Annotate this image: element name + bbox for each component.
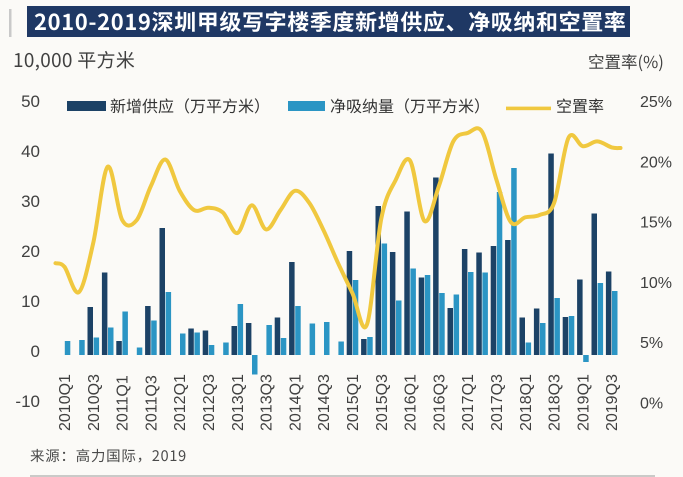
svg-text:-10: -10 xyxy=(15,392,40,411)
svg-text:2014Q1: 2014Q1 xyxy=(287,374,304,431)
svg-text:2012Q1: 2012Q1 xyxy=(172,374,189,431)
svg-text:2019Q3: 2019Q3 xyxy=(604,374,621,431)
svg-text:2017Q1: 2017Q1 xyxy=(460,374,477,431)
svg-text:2015Q1: 2015Q1 xyxy=(345,374,362,431)
svg-text:2011Q3: 2011Q3 xyxy=(143,375,160,431)
svg-text:2017Q3: 2017Q3 xyxy=(489,374,506,431)
svg-text:0: 0 xyxy=(31,342,40,361)
svg-text:2018Q3: 2018Q3 xyxy=(547,374,564,431)
svg-text:20: 20 xyxy=(21,242,40,261)
svg-text:2010Q1: 2010Q1 xyxy=(57,374,74,431)
svg-text:2013Q1: 2013Q1 xyxy=(230,374,247,431)
svg-text:2018Q1: 2018Q1 xyxy=(518,374,535,431)
svg-text:50: 50 xyxy=(21,92,40,111)
svg-text:2014Q3: 2014Q3 xyxy=(316,374,333,431)
svg-text:25%: 25% xyxy=(640,94,672,111)
svg-text:2012Q3: 2012Q3 xyxy=(201,374,218,431)
svg-text:0%: 0% xyxy=(640,396,663,413)
svg-text:20%: 20% xyxy=(640,154,672,171)
svg-text:2015Q3: 2015Q3 xyxy=(374,374,391,431)
svg-text:15%: 15% xyxy=(640,215,672,232)
svg-text:10%: 10% xyxy=(640,275,672,292)
svg-text:10: 10 xyxy=(21,292,40,311)
svg-text:2011Q1: 2011Q1 xyxy=(115,375,132,431)
svg-text:2013Q3: 2013Q3 xyxy=(259,374,276,431)
svg-text:2019Q1: 2019Q1 xyxy=(575,374,592,431)
svg-text:2016Q3: 2016Q3 xyxy=(431,374,448,431)
svg-text:5%: 5% xyxy=(640,335,663,352)
svg-text:2010Q3: 2010Q3 xyxy=(86,374,103,431)
svg-text:30: 30 xyxy=(21,192,40,211)
svg-text:40: 40 xyxy=(21,142,40,161)
svg-text:2016Q1: 2016Q1 xyxy=(403,374,420,431)
